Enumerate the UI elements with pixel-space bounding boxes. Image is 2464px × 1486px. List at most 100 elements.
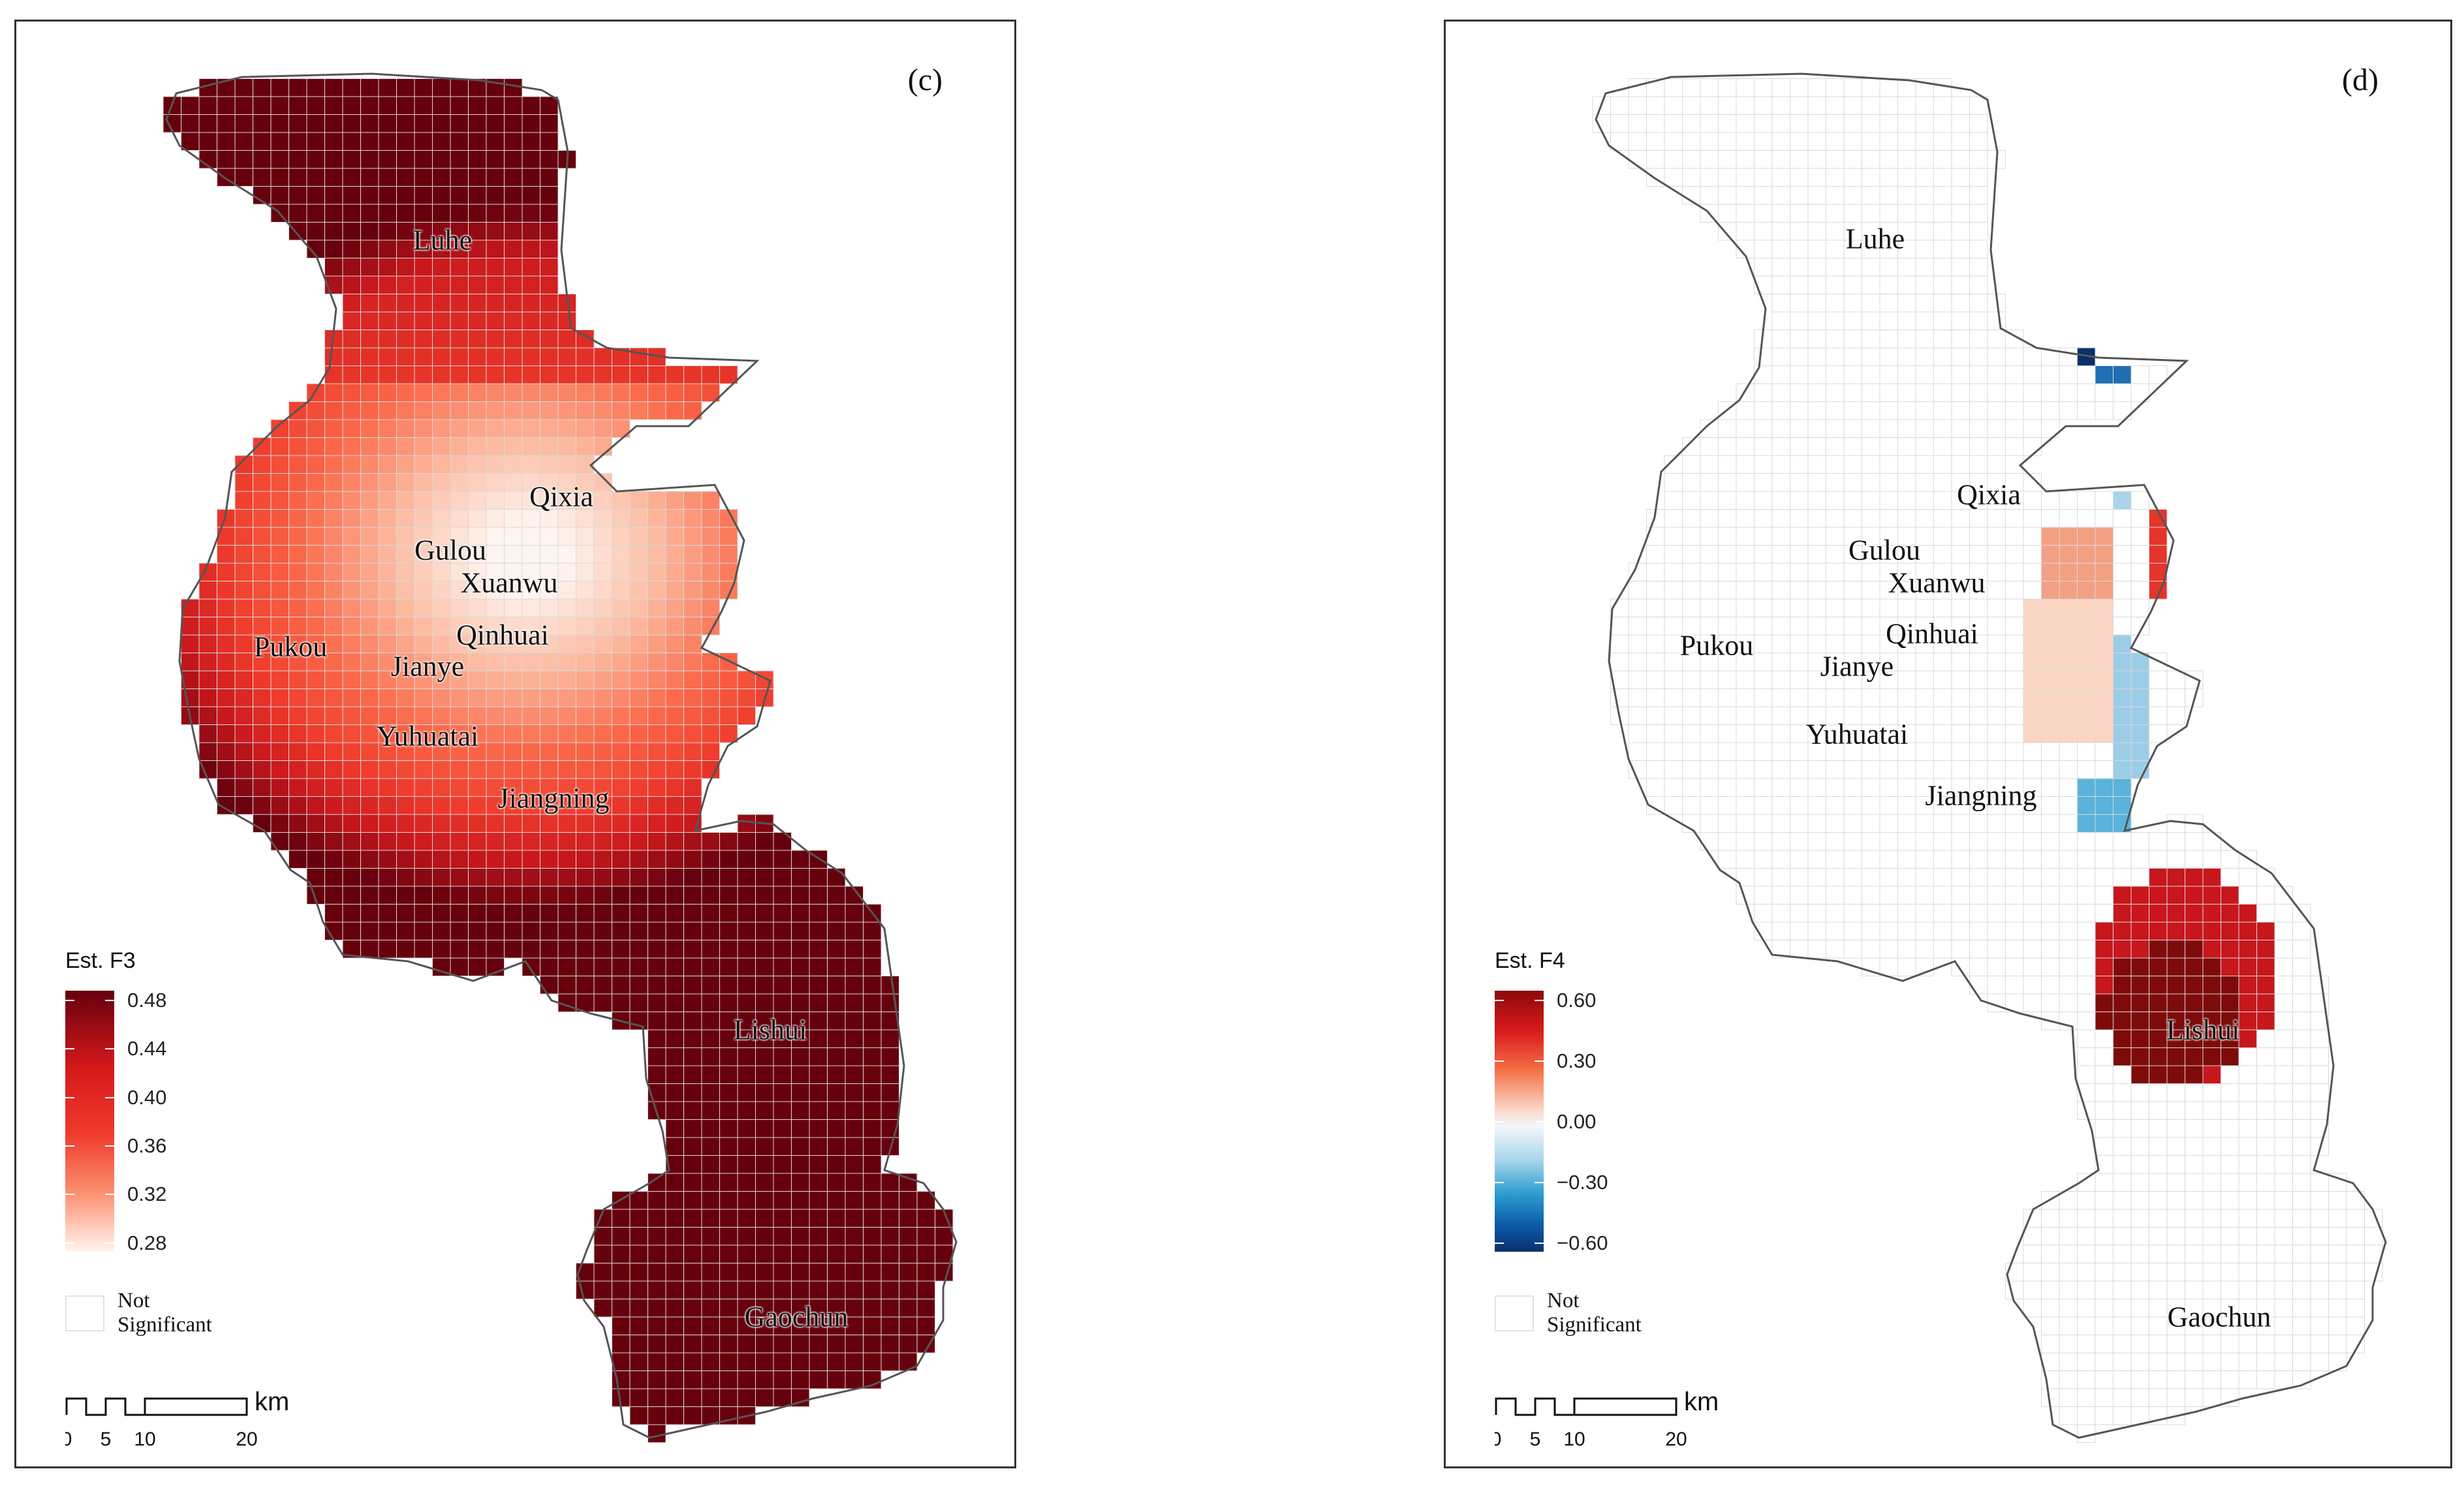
grid-cell bbox=[629, 491, 648, 510]
grid-cell bbox=[2023, 760, 2042, 779]
grid-cell bbox=[342, 455, 361, 474]
grid-cell bbox=[468, 473, 487, 492]
grid-cell bbox=[2274, 993, 2293, 1012]
grid-cell bbox=[737, 1209, 756, 1228]
grid-cell bbox=[522, 670, 540, 689]
grid-cell bbox=[773, 1083, 792, 1102]
grid-cell bbox=[1915, 724, 1934, 743]
grid-cell bbox=[2166, 1065, 2185, 1084]
grid-cell bbox=[468, 96, 487, 115]
grid-cell bbox=[450, 365, 469, 384]
grid-cell bbox=[863, 1137, 882, 1156]
legend-tick: 0.36 bbox=[127, 1134, 167, 1157]
grid-cell bbox=[342, 617, 361, 636]
grid-cell bbox=[2149, 689, 2168, 707]
grid-cell bbox=[2041, 598, 2060, 617]
grid-cell bbox=[1807, 330, 1826, 348]
grid-cell bbox=[324, 473, 343, 492]
grid-cell bbox=[468, 796, 487, 815]
grid-cell bbox=[396, 814, 415, 833]
grid-cell bbox=[612, 563, 631, 581]
grid-cell bbox=[576, 886, 595, 905]
grid-cell bbox=[2113, 1155, 2132, 1174]
grid-cell bbox=[396, 778, 415, 797]
legend-colorbar-d bbox=[1495, 991, 1544, 1252]
grid-cell bbox=[2238, 1227, 2257, 1246]
grid-cell bbox=[2059, 617, 2078, 636]
grid-cell bbox=[1807, 689, 1826, 707]
grid-cell bbox=[360, 653, 379, 672]
grid-cell bbox=[1915, 150, 1934, 169]
grid-cell bbox=[1843, 724, 1862, 743]
grid-cell bbox=[1646, 760, 1665, 779]
grid-cell bbox=[863, 940, 882, 959]
grid-cell bbox=[360, 689, 379, 707]
grid-cell bbox=[1933, 491, 1952, 510]
grid-cell bbox=[809, 1029, 828, 1048]
grid-cell bbox=[2166, 706, 2185, 725]
grid-cell bbox=[2041, 563, 2060, 581]
grid-cell bbox=[1933, 419, 1952, 438]
grid-cell bbox=[1862, 670, 1880, 689]
grid-cell bbox=[486, 473, 505, 492]
grid-cell bbox=[2059, 796, 2078, 815]
grid-cell bbox=[2149, 1335, 2168, 1354]
grid-cell bbox=[719, 832, 738, 851]
grid-cell bbox=[2077, 1083, 2096, 1102]
grid-cell bbox=[253, 760, 272, 779]
grid-cell bbox=[450, 634, 469, 653]
grid-cell bbox=[342, 150, 361, 169]
grid-cell bbox=[2149, 993, 2168, 1012]
grid-cell bbox=[1682, 527, 1701, 546]
grid-cell bbox=[809, 1083, 828, 1102]
grid-cell bbox=[486, 347, 505, 366]
grid-cell bbox=[360, 114, 379, 133]
grid-cell bbox=[2202, 1083, 2221, 1102]
grid-cell bbox=[2185, 940, 2204, 959]
grid-cell bbox=[647, 1299, 666, 1318]
grid-cell bbox=[360, 419, 379, 438]
legend-c: Est. F3 0.48 bbox=[65, 948, 212, 1337]
grid-cell bbox=[1862, 258, 1880, 277]
grid-cell bbox=[2292, 976, 2311, 995]
grid-cell bbox=[342, 258, 361, 277]
grid-cell bbox=[683, 581, 702, 600]
grid-cell bbox=[612, 957, 631, 976]
grid-cell bbox=[324, 114, 343, 133]
grid-cell bbox=[522, 186, 540, 205]
grid-cell bbox=[468, 653, 487, 672]
grid-cell bbox=[1933, 598, 1952, 617]
grid-cell bbox=[719, 1227, 738, 1246]
grid-cell bbox=[1664, 132, 1683, 151]
grid-cell bbox=[2256, 1173, 2275, 1192]
legend-tick: 0.28 bbox=[127, 1231, 167, 1254]
grid-cell bbox=[450, 850, 469, 869]
grid-cell bbox=[504, 742, 523, 761]
grid-cell bbox=[881, 1335, 899, 1354]
panel-tag-d: (d) bbox=[2342, 63, 2378, 97]
grid-cell bbox=[1897, 294, 1916, 313]
grid-cell bbox=[1951, 437, 1970, 456]
grid-cell bbox=[2149, 670, 2168, 689]
grid-cell bbox=[1790, 832, 1809, 851]
scalebar-c: km 0 5 10 20 bbox=[65, 1387, 289, 1450]
grid-cell bbox=[360, 563, 379, 581]
grid-cell bbox=[1951, 724, 1970, 743]
grid-cell bbox=[540, 114, 559, 133]
grid-cell bbox=[2077, 904, 2096, 923]
grid-cell bbox=[1969, 365, 1988, 384]
grid-cell bbox=[2023, 940, 2042, 959]
grid-cell bbox=[773, 1119, 792, 1138]
grid-cell bbox=[2023, 976, 2042, 995]
grid-cell bbox=[2130, 1209, 2149, 1228]
grid-cell bbox=[324, 222, 343, 241]
grid-cell bbox=[504, 78, 523, 97]
grid-cell bbox=[378, 563, 397, 581]
grid-cell bbox=[2149, 1316, 2168, 1335]
grid-cell bbox=[432, 706, 451, 725]
grid-cell bbox=[1682, 437, 1701, 456]
grid-cell bbox=[324, 365, 343, 384]
scalebar-tick: 20 bbox=[1665, 1429, 1687, 1450]
grid-cell bbox=[2077, 1012, 2096, 1030]
grid-cell bbox=[1646, 689, 1665, 707]
